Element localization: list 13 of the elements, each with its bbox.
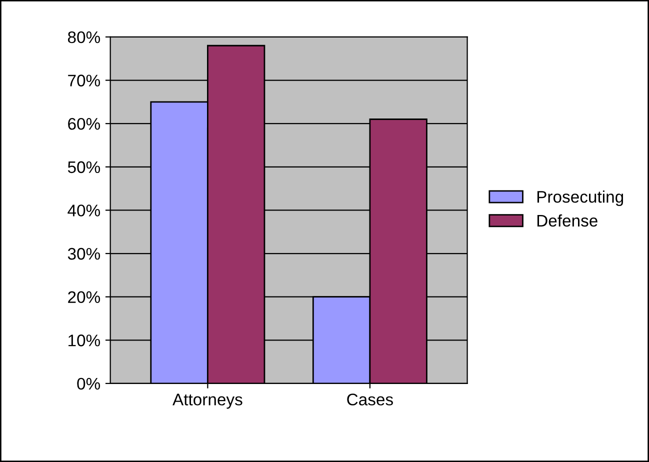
y-tick-label: 40% bbox=[68, 204, 100, 216]
y-tick-label: 70% bbox=[68, 74, 100, 86]
y-tick-label: 30% bbox=[68, 248, 100, 260]
y-tick-label: 50% bbox=[68, 161, 100, 174]
y-tick-label: 60% bbox=[68, 118, 100, 130]
x-tick-label: Cases bbox=[347, 394, 393, 406]
y-tick-label: 80% bbox=[68, 31, 100, 44]
legend-label: Defense bbox=[537, 214, 598, 227]
y-tick-label: 0% bbox=[77, 378, 100, 390]
y-tick-label: 20% bbox=[68, 291, 100, 304]
legend-label: Prosecuting bbox=[537, 190, 624, 206]
y-tick-label: 10% bbox=[68, 334, 100, 346]
x-tick-label: Attorneys bbox=[172, 394, 242, 409]
